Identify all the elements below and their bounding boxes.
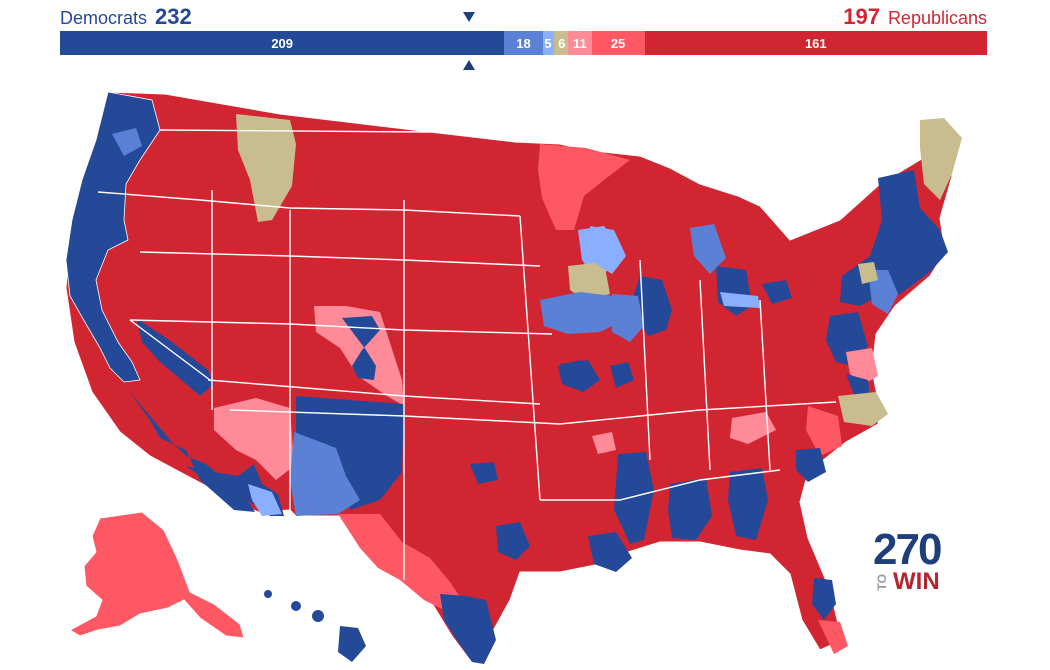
pennsylvania-tossup[interactable] xyxy=(858,262,878,284)
memphis-lean-rep[interactable] xyxy=(592,432,616,454)
dallas-safe-dem[interactable] xyxy=(470,462,498,484)
logo-to: TO xyxy=(875,574,889,591)
new-mexico-likely-dem[interactable] xyxy=(290,432,360,516)
majority-marker-top xyxy=(463,12,475,22)
seat-bar-segment[interactable]: 11 xyxy=(568,31,592,55)
houston-safe-dem[interactable] xyxy=(496,522,530,560)
michigan-likely-dem[interactable] xyxy=(690,224,726,274)
kentucky-lean-rep[interactable] xyxy=(730,412,776,444)
south-texas-safe-dem[interactable] xyxy=(440,594,496,664)
logo-win: WIN xyxy=(893,568,940,595)
alaska-likely-rep[interactable] xyxy=(68,511,245,639)
seat-bar-segment[interactable]: 209 xyxy=(60,31,505,55)
iowa-tossup[interactable] xyxy=(568,262,610,300)
seat-bar-segment[interactable]: 18 xyxy=(504,31,543,55)
minnesota-likely-rep[interactable] xyxy=(538,144,630,230)
virginia-lean-rep[interactable] xyxy=(846,348,878,384)
west-texas-likely-rep[interactable] xyxy=(338,514,462,612)
washington-likely-dem[interactable] xyxy=(112,128,142,156)
atlanta-safe-dem[interactable] xyxy=(796,448,826,482)
alabama-safe-dem[interactable] xyxy=(668,478,712,540)
cleveland-safe-dem[interactable] xyxy=(762,280,792,304)
new-orleans-safe-dem[interactable] xyxy=(588,532,632,572)
nevada-safe-dem[interactable] xyxy=(136,318,214,396)
georgia-safe-dem[interactable] xyxy=(728,468,768,540)
seat-bar-segment[interactable]: 25 xyxy=(591,31,645,55)
mississippi-safe-dem[interactable] xyxy=(614,452,654,544)
us-house-map[interactable] xyxy=(0,80,1050,670)
seat-bar: 209 18 5 6 11 25 161 xyxy=(60,31,987,55)
arizona-lean-rep[interactable] xyxy=(214,398,294,480)
republicans-total: 197 Republicans xyxy=(843,4,987,30)
st-louis-safe-dem[interactable] xyxy=(610,362,634,388)
seat-bar-segment[interactable] xyxy=(553,31,556,55)
new-jersey-likely-dem[interactable] xyxy=(868,270,898,314)
florida-likely-rep[interactable] xyxy=(818,620,848,654)
seat-header: Democrats 232 197 Republicans xyxy=(60,4,987,30)
ohio-lean-dem[interactable] xyxy=(720,292,760,308)
270towin-logo: 270 TO WIN xyxy=(873,528,953,598)
democrats-label: Democrats xyxy=(60,8,148,28)
missouri-safe-dem[interactable] xyxy=(560,360,600,390)
florida-safe-dem[interactable] xyxy=(812,578,836,620)
state-borders xyxy=(97,129,837,580)
hawaii-safe-dem[interactable] xyxy=(264,590,366,662)
new-mexico-safe-dem[interactable] xyxy=(296,396,404,510)
wisconsin-lean-dem[interactable] xyxy=(590,226,626,274)
illinois-likely-dem[interactable] xyxy=(612,294,644,342)
colorado-safe-dem[interactable] xyxy=(342,316,380,380)
pacific-coast-safe-dem[interactable] xyxy=(65,91,161,383)
seat-bar-segment[interactable]: 161 xyxy=(644,31,987,55)
iowa-likely-dem[interactable] xyxy=(540,292,624,334)
north-carolina-likely-rep[interactable] xyxy=(806,406,842,456)
maine-tossup[interactable] xyxy=(920,118,962,200)
logo-number: 270 xyxy=(873,525,942,574)
western-montana-tossup[interactable] xyxy=(236,114,296,222)
seat-bar-segment[interactable]: 6 xyxy=(555,31,569,55)
republicans-count: 197 xyxy=(843,4,880,29)
republicans-label: Republicans xyxy=(887,8,987,28)
north-carolina-tossup[interactable] xyxy=(838,392,888,426)
majority-marker-bottom xyxy=(463,60,475,70)
seat-bar-segment[interactable]: 5 xyxy=(542,31,554,55)
arizona-lean-dem[interactable] xyxy=(248,484,282,516)
democrats-count: 232 xyxy=(155,4,192,29)
democrats-total: Democrats 232 xyxy=(60,4,192,30)
